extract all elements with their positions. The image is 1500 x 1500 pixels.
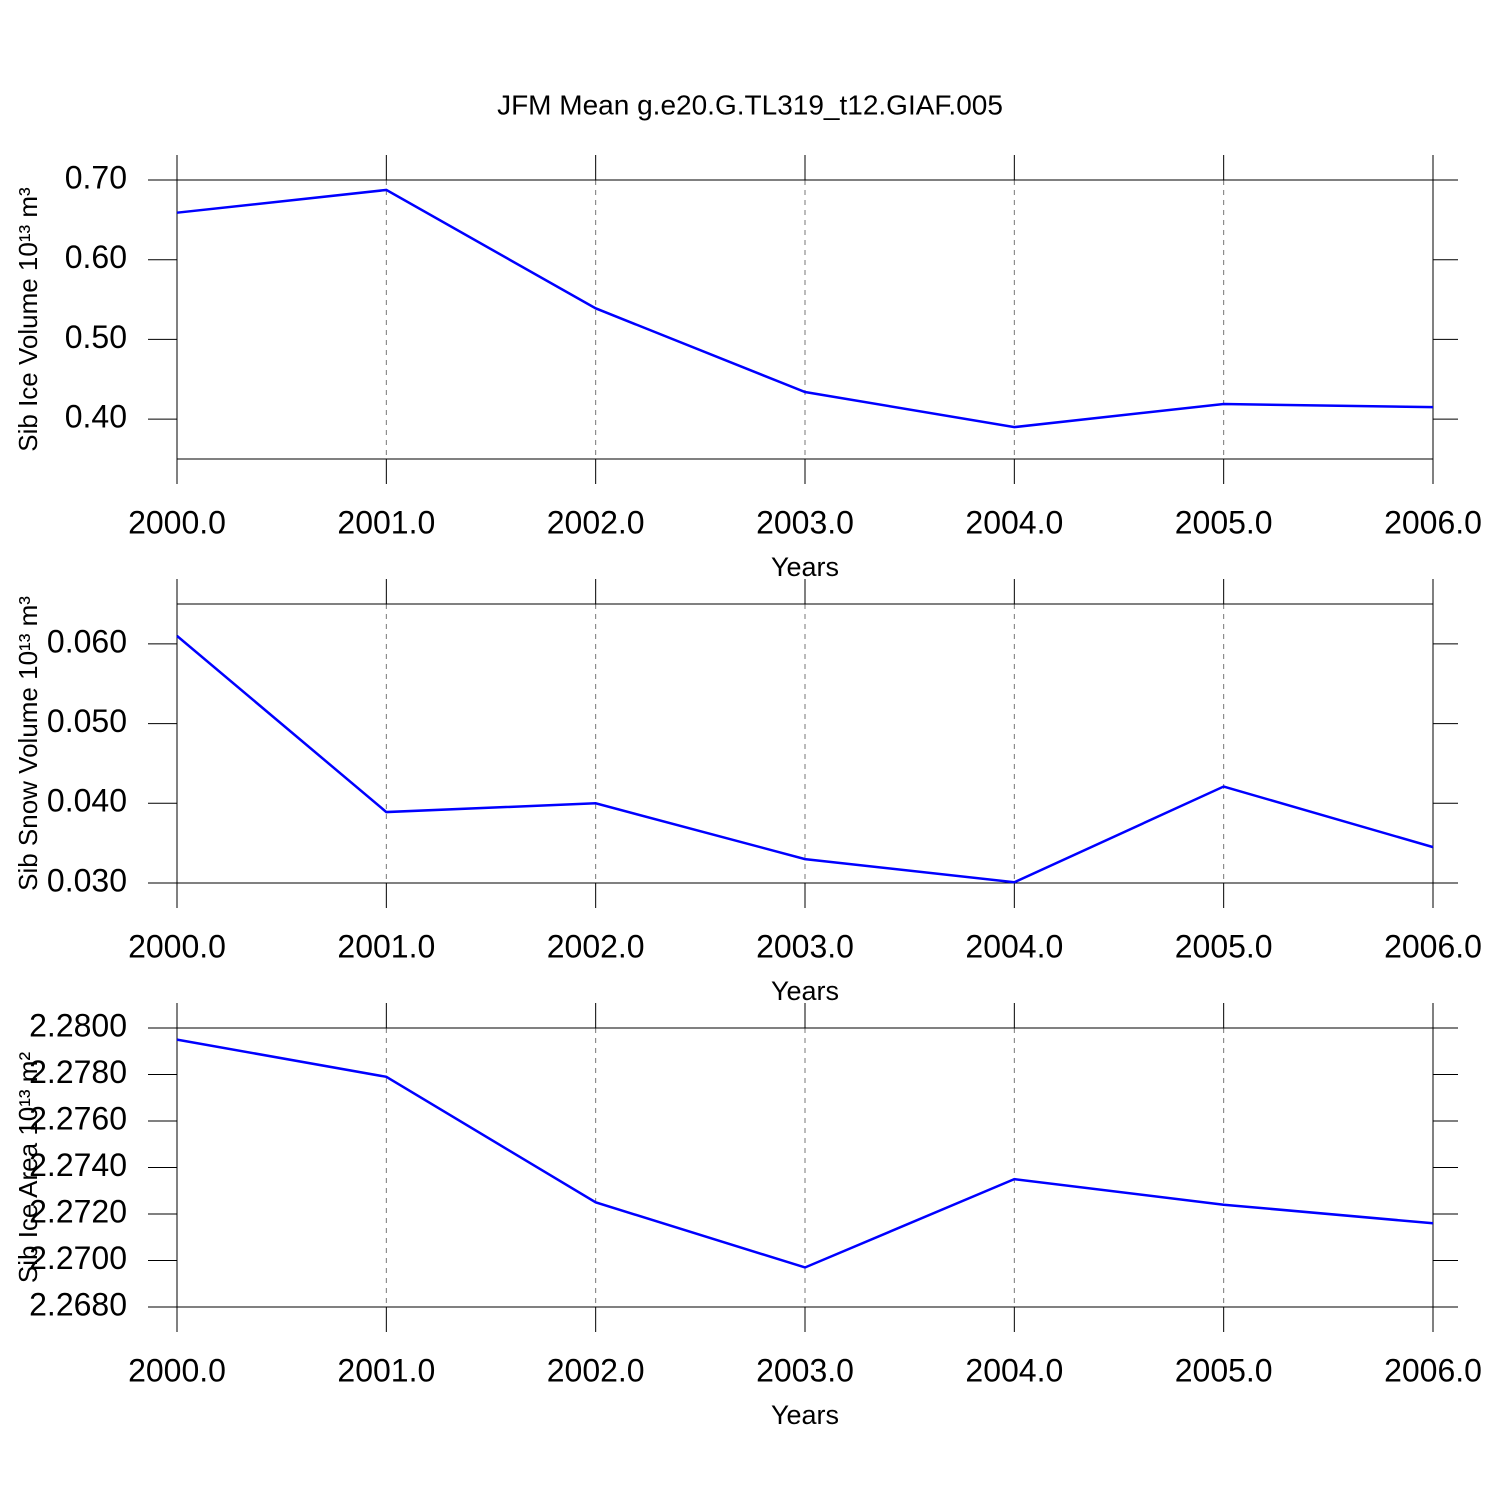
x-tick-label: 2001.0 bbox=[337, 928, 435, 964]
y-tick-label: 2.2700 bbox=[29, 1240, 127, 1276]
x-tick-label: 2006.0 bbox=[1384, 1352, 1482, 1388]
x-tick-label: 2003.0 bbox=[756, 504, 854, 540]
y-axis-label: Sib Snow Volume 10¹³ m³ bbox=[13, 596, 43, 891]
y-tick-label: 2.2800 bbox=[29, 1007, 127, 1043]
x-tick-label: 2002.0 bbox=[547, 504, 645, 540]
x-axis-label: Years bbox=[771, 976, 839, 1006]
plot-frame bbox=[176, 179, 1434, 460]
y-tick-label: 2.2720 bbox=[29, 1193, 127, 1229]
x-tick-label: 2001.0 bbox=[337, 1352, 435, 1388]
y-tick-label: 0.40 bbox=[65, 399, 127, 435]
chart-title: JFM Mean g.e20.G.TL319_t12.GIAF.005 bbox=[497, 89, 1003, 120]
y-tick-label: 2.2680 bbox=[29, 1286, 127, 1322]
x-tick-label: 2000.0 bbox=[128, 504, 226, 540]
x-tick-label: 2001.0 bbox=[337, 504, 435, 540]
data-line bbox=[176, 1038, 1434, 1269]
x-tick-label: 2004.0 bbox=[965, 928, 1063, 964]
x-tick-label: 2005.0 bbox=[1175, 504, 1273, 540]
x-tick-label: 2005.0 bbox=[1175, 1352, 1273, 1388]
y-tick-label: 0.70 bbox=[65, 159, 127, 195]
plot-frame bbox=[176, 1027, 1434, 1308]
x-tick-label: 2000.0 bbox=[128, 1352, 226, 1388]
x-tick-label: 2005.0 bbox=[1175, 928, 1273, 964]
y-tick-label: 0.030 bbox=[47, 862, 127, 898]
y-tick-label: 0.040 bbox=[47, 783, 127, 819]
plot-frame bbox=[176, 603, 1434, 884]
x-tick-label: 2002.0 bbox=[547, 928, 645, 964]
x-axis-label: Years bbox=[771, 1400, 839, 1430]
x-axis-label: Years bbox=[771, 552, 839, 582]
x-tick-label: 2006.0 bbox=[1384, 928, 1482, 964]
x-tick-label: 2004.0 bbox=[965, 1352, 1063, 1388]
x-tick-label: 2003.0 bbox=[756, 928, 854, 964]
y-tick-label: 0.60 bbox=[65, 239, 127, 275]
x-tick-label: 2000.0 bbox=[128, 928, 226, 964]
x-tick-label: 2006.0 bbox=[1384, 504, 1482, 540]
y-tick-label: 2.2740 bbox=[29, 1147, 127, 1183]
data-line bbox=[176, 188, 1434, 429]
y-tick-label: 0.50 bbox=[65, 319, 127, 355]
y-axis-label: Sib Ice Volume 10¹³ m³ bbox=[13, 187, 43, 452]
data-line bbox=[176, 634, 1434, 884]
x-tick-label: 2004.0 bbox=[965, 504, 1063, 540]
x-tick-label: 2002.0 bbox=[547, 1352, 645, 1388]
y-axis-label: Sib Ice Area 10¹³ m² bbox=[13, 1052, 43, 1284]
y-tick-label: 2.2780 bbox=[29, 1054, 127, 1090]
y-tick-label: 0.050 bbox=[47, 703, 127, 739]
y-tick-label: 0.060 bbox=[47, 623, 127, 659]
x-tick-label: 2003.0 bbox=[756, 1352, 854, 1388]
y-tick-label: 2.2760 bbox=[29, 1100, 127, 1136]
